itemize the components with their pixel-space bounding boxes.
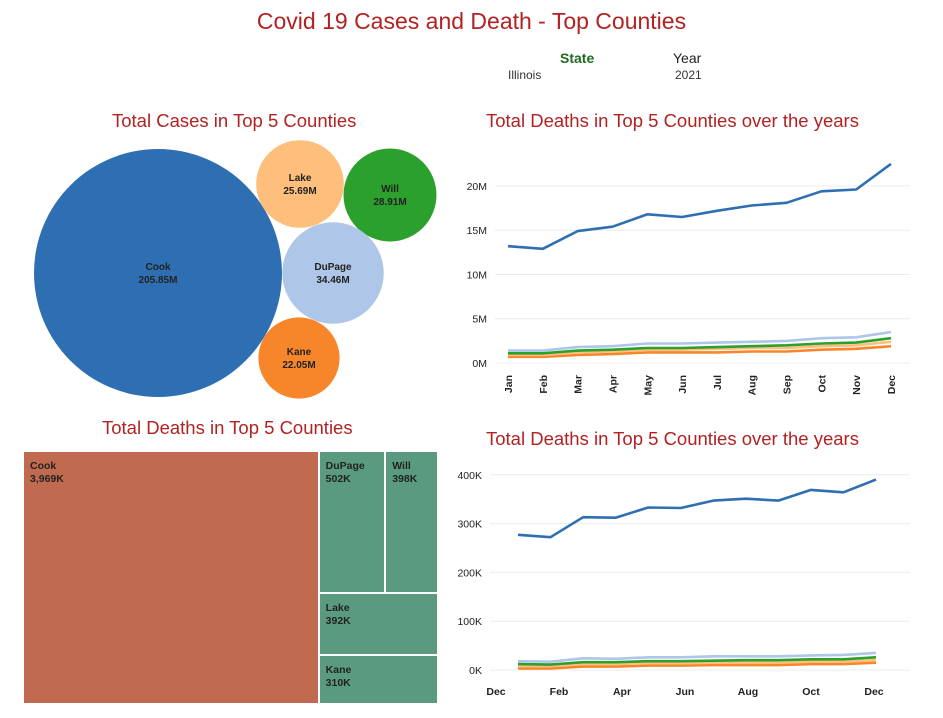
bubble-chart-title: Total Cases in Top 5 Counties: [112, 110, 357, 131]
treemap-value: 502K: [325, 473, 351, 485]
treemap-cell-will: Will 398K: [385, 451, 438, 594]
line-chart-1-title: Total Deaths in Top 5 Counties over the …: [486, 110, 859, 131]
x-tick-label: Feb: [550, 686, 569, 698]
bubble-value-label: 28.91M: [373, 197, 406, 208]
x-tick-label: Oct: [816, 375, 828, 393]
y-tick-label: 20M: [467, 181, 487, 193]
x-tick-label: Nov: [851, 375, 863, 395]
treemap-value: 3,969K: [30, 473, 64, 485]
bubble-circle-kane: [258, 317, 340, 399]
treemap-value: 398K: [392, 473, 418, 485]
line-chart-2: 0K 100K 200K 300K 400K Dec Feb Apr Jun Aug Oct Dec: [457, 470, 910, 698]
bubble-name-label: Lake: [289, 173, 312, 184]
treemap-value: 392K: [325, 615, 351, 628]
dashboard-title: Covid 19 Cases and Death - Top Counties: [256, 8, 687, 34]
bubble-dupage: DuPage 34.46M: [282, 222, 384, 324]
treemap-value: 310K: [325, 677, 351, 690]
treemap-cell-lake: Lake 392K: [318, 593, 438, 656]
series-line: [508, 330, 892, 352]
y-tick-label: 100K: [457, 616, 482, 628]
series-line: [508, 336, 892, 355]
bubble-circle-lake: [256, 140, 344, 228]
x-tick-label: Sep: [782, 375, 794, 394]
bubble-circle-cook: [34, 149, 282, 397]
y-tick-label: 15M: [467, 225, 487, 237]
y-tick-label: 0M: [472, 358, 487, 370]
bubble-name-label: Kane: [287, 347, 312, 358]
y-tick-label: 300K: [457, 519, 482, 531]
year-filter-label: Year: [673, 50, 702, 66]
series-line: [517, 651, 877, 663]
y-tick-label: 0K: [469, 665, 482, 677]
state-filter-value: Illinois: [508, 68, 542, 82]
bubble-cook: Cook 205.85M: [34, 149, 282, 397]
x-tick-label: Oct: [802, 686, 820, 698]
treemap-label: Kane 310K: [326, 664, 352, 690]
x-tick-label: Apr: [607, 375, 619, 393]
line-chart-2-title: Total Deaths in Top 5 Counties over the …: [486, 428, 859, 449]
year-filter[interactable]: Year 2021: [670, 50, 760, 86]
series-line: [518, 658, 877, 668]
x-tick-label: Apr: [613, 686, 631, 698]
x-tick-label: Dec: [886, 375, 898, 394]
series-line: [518, 661, 877, 670]
x-tick-label: Aug: [747, 375, 759, 395]
year-filter-value: 2021: [675, 68, 702, 82]
treemap-cell-kane: Kane 310K: [318, 655, 438, 704]
series-line: [517, 656, 877, 666]
treemap-label: Will 398K: [392, 460, 417, 486]
bubble-name-label: DuPage: [314, 262, 352, 273]
state-filter[interactable]: State Illinois: [505, 50, 655, 86]
treemap-name: DuPage: [325, 460, 365, 472]
bubble-name-label: Will: [381, 184, 399, 195]
series-line: [517, 478, 877, 539]
x-tick-label: Mar: [573, 375, 585, 394]
series-line: [508, 344, 892, 359]
treemap-label: Lake 392K: [326, 602, 351, 628]
y-tick-label: 5M: [472, 314, 487, 326]
bubble-value-label: 34.46M: [316, 275, 349, 286]
treemap-name: Kane: [325, 664, 352, 677]
treemap-title: Total Deaths in Top 5 Counties: [102, 417, 353, 438]
treemap-label: Cook 3,969K: [30, 460, 64, 486]
bubble-circle-dupage: [282, 222, 384, 324]
x-tick-label: Dec: [864, 686, 883, 698]
y-tick-label: 400K: [457, 470, 482, 482]
bubble-value-label: 25.69M: [283, 186, 316, 197]
line-chart-1: 0M 5M 10M 15M 20M Jan Feb Mar Apr May Jun Jul Aug Sep…: [467, 162, 910, 396]
x-tick-label: May: [642, 375, 654, 396]
bubble-kane: Kane 22.05M: [258, 317, 340, 399]
x-tick-label: Jan: [503, 375, 515, 393]
state-filter-label: State: [560, 50, 595, 66]
treemap-name: Lake: [325, 602, 350, 615]
x-tick-label: Jul: [712, 375, 724, 390]
bubble-chart: Cook 205.85M Lake 25.69M Will 28.91M DuPage 34.…: [34, 140, 437, 399]
x-tick-label: Dec: [486, 686, 505, 698]
bubble-lake: Lake 25.69M: [256, 140, 344, 228]
x-tick-label: Feb: [538, 375, 550, 394]
series-line: [508, 340, 892, 357]
x-tick-label: Jun: [677, 375, 689, 394]
treemap-chart: Cook 3,969K DuPage 502K Will 398K Lake 392K Kane…: [23, 451, 438, 704]
x-tick-label: Jun: [676, 686, 695, 698]
bubble-will: Will 28.91M: [343, 148, 437, 242]
bubble-circle-will: [343, 148, 437, 242]
bubble-value-label: 22.05M: [282, 360, 315, 371]
treemap-name: Will: [392, 460, 411, 472]
series-line: [507, 162, 892, 251]
y-tick-label: 10M: [467, 269, 487, 281]
x-tick-label: Aug: [738, 686, 758, 698]
y-tick-label: 200K: [457, 567, 482, 579]
treemap-label: DuPage 502K: [326, 460, 365, 486]
treemap-cell-cook: Cook 3,969K: [23, 451, 319, 704]
treemap-cell-dupage: DuPage 502K: [318, 451, 386, 594]
treemap-name: Cook: [30, 460, 57, 472]
bubble-value-label: 205.85M: [139, 275, 178, 286]
bubble-name-label: Cook: [146, 262, 171, 273]
